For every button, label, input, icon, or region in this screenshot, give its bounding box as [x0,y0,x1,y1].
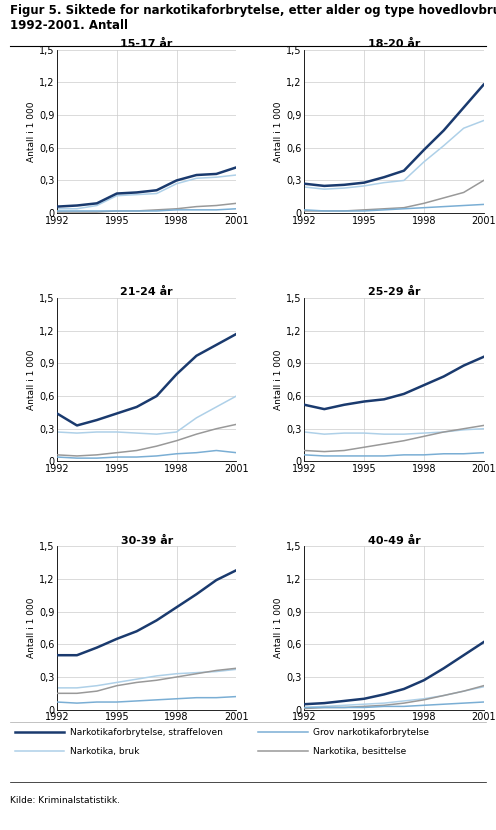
Title: 21-24 år: 21-24 år [121,287,173,297]
Title: 40-49 år: 40-49 år [368,535,421,545]
Y-axis label: Antall i 1 000: Antall i 1 000 [27,349,36,410]
Title: 30-39 år: 30-39 år [121,535,173,545]
Y-axis label: Antall i 1 000: Antall i 1 000 [27,598,36,658]
Y-axis label: Antall i 1 000: Antall i 1 000 [274,101,283,162]
Text: Figur 5. Siktede for narkotikaforbrytelse, etter alder og type hovedlovbrudd.
19: Figur 5. Siktede for narkotikaforbrytels… [10,4,496,32]
Text: Grov narkotikaforbrytelse: Grov narkotikaforbrytelse [313,728,430,736]
Title: 18-20 år: 18-20 år [368,39,420,49]
Y-axis label: Antall i 1 000: Antall i 1 000 [27,101,36,162]
Y-axis label: Antall i 1 000: Antall i 1 000 [274,598,283,658]
Title: 25-29 år: 25-29 år [368,287,420,297]
Title: 15-17 år: 15-17 år [121,39,173,49]
Text: Kilde: Kriminalstatistikk.: Kilde: Kriminalstatistikk. [10,796,120,805]
Text: Narkotikaforbrytelse, straffeloven: Narkotikaforbrytelse, straffeloven [70,728,223,736]
Y-axis label: Antall i 1 000: Antall i 1 000 [274,349,283,410]
Text: Narkotika, besittelse: Narkotika, besittelse [313,747,407,755]
Text: Narkotika, bruk: Narkotika, bruk [70,747,140,755]
